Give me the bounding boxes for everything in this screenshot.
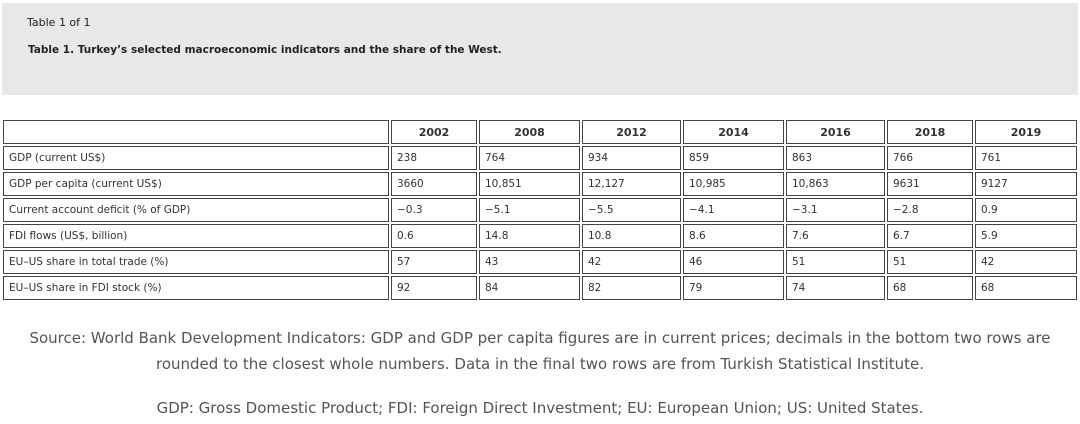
table-cell: 859 xyxy=(683,146,784,170)
table-cell: 92 xyxy=(391,276,477,300)
table-cell: 238 xyxy=(391,146,477,170)
table-row: GDP (current US$) 238 764 934 859 863 766 761 xyxy=(3,146,1077,170)
table-row: FDI flows (US$, billion) 0.6 14.8 10.8 8.6 7.… xyxy=(3,224,1077,248)
indicators-table: 2002 2008 2012 2014 2016 2018 2019 GDP (curren… xyxy=(1,118,1079,302)
table-cell: 0.9 xyxy=(975,198,1077,222)
column-header: 2016 xyxy=(786,120,885,144)
table-cell: −3.1 xyxy=(786,198,885,222)
table-cell: 82 xyxy=(582,276,681,300)
table-cell: 8.6 xyxy=(683,224,784,248)
column-header: 2008 xyxy=(479,120,580,144)
header-row: 2002 2008 2012 2014 2016 2018 2019 xyxy=(3,120,1077,144)
table-cell: 84 xyxy=(479,276,580,300)
table-cell: 51 xyxy=(786,250,885,274)
table-cell: 42 xyxy=(975,250,1077,274)
table-cell: 0.6 xyxy=(391,224,477,248)
table-cell: 7.6 xyxy=(786,224,885,248)
table-cell: 14.8 xyxy=(479,224,580,248)
table-row: GDP per capita (current US$) 3660 10,851 12… xyxy=(3,172,1077,196)
table-row: EU–US share in FDI stock (%) 92 84 82 79 74 68… xyxy=(3,276,1077,300)
table-caption-box: Table 1 of 1 Table 1. Turkey’s selected … xyxy=(2,3,1078,95)
table-cell: 764 xyxy=(479,146,580,170)
table-cell: 3660 xyxy=(391,172,477,196)
table-cell: 10,985 xyxy=(683,172,784,196)
table-cell: 9631 xyxy=(887,172,973,196)
row-label: GDP (current US$) xyxy=(3,146,389,170)
table-cell: 9127 xyxy=(975,172,1077,196)
source-note: Source: World Bank Development Indicator… xyxy=(29,329,1051,373)
row-label: GDP per capita (current US$) xyxy=(3,172,389,196)
table-cell: 57 xyxy=(391,250,477,274)
row-label: Current account deficit (% of GDP) xyxy=(3,198,389,222)
table-cell: −5.1 xyxy=(479,198,580,222)
table-cell: 766 xyxy=(887,146,973,170)
row-label: FDI flows (US$, billion) xyxy=(3,224,389,248)
table-cell: 934 xyxy=(582,146,681,170)
table-cell: −0.3 xyxy=(391,198,477,222)
table-cell: 51 xyxy=(887,250,973,274)
table-cell: 68 xyxy=(975,276,1077,300)
table-row: Current account deficit (% of GDP) −0.3 −5… xyxy=(3,198,1077,222)
table-cell: 43 xyxy=(479,250,580,274)
table-cell: 46 xyxy=(683,250,784,274)
table-cell: 761 xyxy=(975,146,1077,170)
column-header xyxy=(3,120,389,144)
table-row: EU–US share in total trade (%) 57 43 42 46 51… xyxy=(3,250,1077,274)
column-header: 2002 xyxy=(391,120,477,144)
row-label: EU–US share in total trade (%) xyxy=(3,250,389,274)
column-header: 2014 xyxy=(683,120,784,144)
abbreviations-note: GDP: Gross Domestic Product; FDI: Foreig… xyxy=(156,399,924,417)
table-cell: −2.8 xyxy=(887,198,973,222)
table-cell: 74 xyxy=(786,276,885,300)
table-cell: 68 xyxy=(887,276,973,300)
table-cell: 42 xyxy=(582,250,681,274)
table-cell: 10,851 xyxy=(479,172,580,196)
table-cell: 5.9 xyxy=(975,224,1077,248)
table-cell: 79 xyxy=(683,276,784,300)
table-cell: 10,863 xyxy=(786,172,885,196)
table-cell: 10.8 xyxy=(582,224,681,248)
column-header: 2018 xyxy=(887,120,973,144)
column-header: 2012 xyxy=(582,120,681,144)
table-cell: −4.1 xyxy=(683,198,784,222)
table-counter: Table 1 of 1 xyxy=(27,16,91,29)
table-cell: −5.5 xyxy=(582,198,681,222)
table-cell: 6.7 xyxy=(887,224,973,248)
column-header: 2019 xyxy=(975,120,1077,144)
table-cell: 863 xyxy=(786,146,885,170)
table-title: Table 1. Turkey’s selected macroeconomic… xyxy=(28,44,502,56)
row-label: EU–US share in FDI stock (%) xyxy=(3,276,389,300)
table-cell: 12,127 xyxy=(582,172,681,196)
